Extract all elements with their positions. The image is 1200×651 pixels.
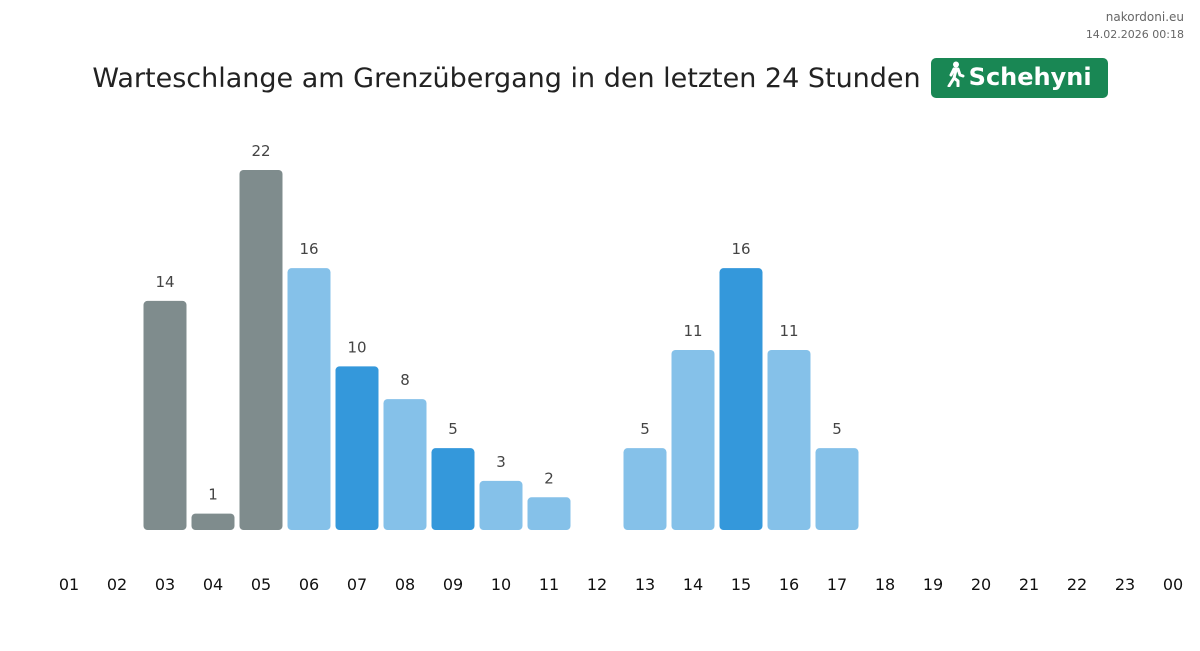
bar-09: [431, 448, 475, 530]
chart-title: Warteschlange am Grenzübergang in den le…: [92, 62, 921, 94]
bar-value-label: 10: [347, 338, 366, 356]
bar-06: [287, 268, 331, 530]
bar-value-label: 2: [544, 469, 554, 487]
x-tick-label: 00: [1163, 575, 1183, 594]
bar-08: [383, 399, 427, 530]
x-tick-label: 13: [635, 575, 655, 594]
bar-13: [623, 448, 667, 530]
walking-person-icon: [945, 61, 965, 93]
crossing-badge: Schehyni: [930, 58, 1108, 98]
x-tick-label: 20: [971, 575, 991, 594]
source-site: nakordoni.eu: [1105, 10, 1184, 24]
bar-value-label: 8: [400, 371, 410, 389]
x-tick-label: 21: [1019, 575, 1039, 594]
bar-value-label: 16: [299, 240, 318, 258]
x-tick-label: 16: [779, 575, 799, 594]
bar-17: [815, 448, 859, 530]
x-tick-label: 12: [587, 575, 607, 594]
chart-header: Warteschlange am Grenzübergang in den le…: [0, 58, 1200, 98]
bar-07: [335, 366, 379, 530]
x-tick-label: 22: [1067, 575, 1087, 594]
bar-value-label: 11: [779, 322, 798, 340]
x-tick-label: 23: [1115, 575, 1135, 594]
bar-value-label: 5: [832, 420, 842, 438]
bar-15: [719, 268, 763, 530]
x-tick-label: 18: [875, 575, 895, 594]
bar-value-label: 5: [448, 420, 458, 438]
bar-value-label: 5: [640, 420, 650, 438]
x-tick-label: 14: [683, 575, 703, 594]
x-tick-label: 07: [347, 575, 367, 594]
x-tick-label: 11: [539, 575, 559, 594]
x-tick-label: 17: [827, 575, 847, 594]
crossing-name: Schehyni: [968, 63, 1092, 91]
bar-value-label: 1: [208, 486, 218, 504]
x-tick-label: 01: [59, 575, 79, 594]
x-tick-label: 06: [299, 575, 319, 594]
x-tick-label: 08: [395, 575, 415, 594]
bar-05: [239, 170, 283, 530]
bar-value-label: 22: [251, 142, 270, 160]
x-tick-label: 05: [251, 575, 271, 594]
bar-10: [479, 480, 523, 530]
bar-14: [671, 350, 715, 530]
x-tick-label: 03: [155, 575, 175, 594]
bar-value-label: 11: [683, 322, 702, 340]
x-tick-label: 10: [491, 575, 511, 594]
bar-value-label: 16: [731, 240, 750, 258]
bar-value-label: 14: [155, 273, 174, 291]
source-info: nakordoni.eu 14.02.2026 00:18: [1086, 9, 1184, 43]
x-tick-label: 15: [731, 575, 751, 594]
x-tick-label: 09: [443, 575, 463, 594]
x-tick-label: 02: [107, 575, 127, 594]
bar-16: [767, 350, 811, 530]
bar-04: [191, 513, 235, 530]
source-timestamp: 14.02.2026 00:18: [1085, 28, 1184, 41]
bar-value-label: 3: [496, 453, 506, 471]
x-tick-label: 19: [923, 575, 943, 594]
x-tick-label: 04: [203, 575, 223, 594]
bar-11: [527, 497, 571, 530]
bar-03: [143, 300, 187, 530]
